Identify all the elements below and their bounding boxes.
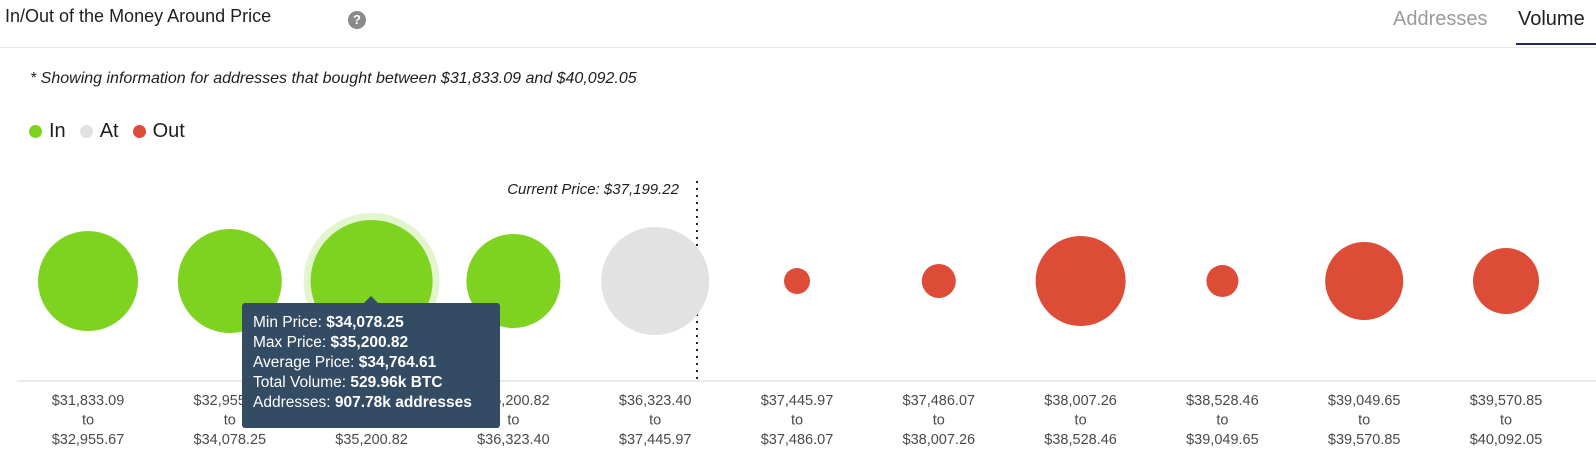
legend-label-out: Out [152,119,185,142]
page-title: In/Out of the Money Around Price [5,6,272,26]
x-tick-label: $37,486.07 to $38,007.26 [903,393,976,448]
x-tick-label-line: $39,570.85 [1470,393,1543,409]
x-tick-label-line: $39,049.65 [1328,393,1401,409]
tab-addresses[interactable]: Addresses [1393,8,1488,30]
bubble-out[interactable] [1035,236,1126,326]
legend-dot-at [79,124,93,138]
x-tick-label-line: to [1216,413,1228,429]
tooltip-row-addresses: Addresses: 907.78k addresses [253,394,472,411]
bubble-in[interactable] [38,231,138,331]
x-tick-label-line: $35,200.82 [335,432,408,448]
x-tick-label-line: $36,323.40 [477,432,550,448]
x-tick-label-line: $37,486.07 [903,393,976,409]
x-tick-label-line: $31,833.09 [52,393,125,409]
tooltip: Min Price: $34,078.25 Max Price: $35,200… [242,303,500,428]
x-tick-label-line: $38,528.46 [1044,432,1117,448]
x-tick-label-line: $39,570.85 [1328,432,1401,448]
x-tick-label-line: to [933,413,945,429]
legend-label-at: At [99,119,119,142]
x-tick-label-line: to [1500,413,1512,429]
legend-dot-in [29,124,42,138]
x-tick-label: $37,445.97 to $37,486.07 [761,393,834,448]
x-tick-label-line: $39,049.65 [1186,432,1259,448]
x-tick-label: $38,007.26 to $38,528.46 [1044,393,1117,448]
tooltip-arrow [364,296,378,303]
tooltip-row-max-price: Max Price: $35,200.82 [253,334,409,351]
bubble-out[interactable] [1325,242,1404,320]
bubble-out[interactable] [784,268,810,294]
current-price-label: Current Price: $37,199.22 [507,181,679,198]
question-circle-icon[interactable]: ? [348,11,366,29]
x-tick-label: $38,528.46 to $39,049.65 [1186,393,1259,448]
x-tick-label-line: $40,092.05 [1470,432,1543,448]
legend-dot-out [132,124,146,138]
x-tick-label-line: $38,528.46 [1186,393,1259,409]
x-tick-label-line: to [791,413,803,429]
legend-item-out[interactable]: Out [132,119,185,143]
range-note: * Showing information for addresses that… [30,70,637,87]
tooltip-row-min-price: Min Price: $34,078.25 [253,314,404,331]
legend: In At Out [29,120,199,142]
chart-header: In/Out of the Money Around Price ? Addre… [0,0,1596,48]
tab-volume[interactable]: Volume [1518,8,1585,30]
legend-label-in: In [49,119,66,142]
tooltip-row-total-volume: Total Volume: 529.96k BTC [253,374,443,391]
x-tick-label-line: $37,445.97 [619,432,692,448]
active-tab-indicator [1516,43,1596,45]
x-tick-label: $31,833.09 to $32,955.67 [52,393,125,448]
x-tick-label-line: $32,955.67 [52,432,125,448]
x-tick-label-line: to [1075,413,1087,429]
x-tick-label-line: $37,486.07 [761,432,834,448]
x-tick-label-line: to [82,413,94,429]
x-tick-label-line: $34,078.25 [194,432,267,448]
legend-item-at[interactable]: At [79,119,119,143]
x-tick-label-line: to [224,413,236,429]
x-tick-label-line: $38,007.26 [1044,393,1117,409]
x-tick-label: $39,570.85 to $40,092.05 [1470,393,1543,448]
x-tick-label: $36,323.40 to $37,445.97 [619,393,692,448]
legend-item-in[interactable]: In [29,120,66,143]
x-tick-label-line: to [1358,413,1370,429]
bubble-out[interactable] [1206,265,1239,297]
x-tick-label: $39,049.65 to $39,570.85 [1328,393,1401,448]
x-tick-label-line: $37,445.97 [761,393,834,409]
bubble-at[interactable] [601,227,710,335]
x-tick-label-line: to [649,413,661,429]
bubble-out[interactable] [1473,248,1539,314]
x-tick-label-line: $36,323.40 [619,393,692,409]
x-tick-label-line: $38,007.26 [903,432,976,448]
x-tick-label-line: to [507,413,519,429]
tooltip-row-average-price: Average Price: $34,764.61 [253,354,437,371]
bubble-out[interactable] [921,264,956,298]
